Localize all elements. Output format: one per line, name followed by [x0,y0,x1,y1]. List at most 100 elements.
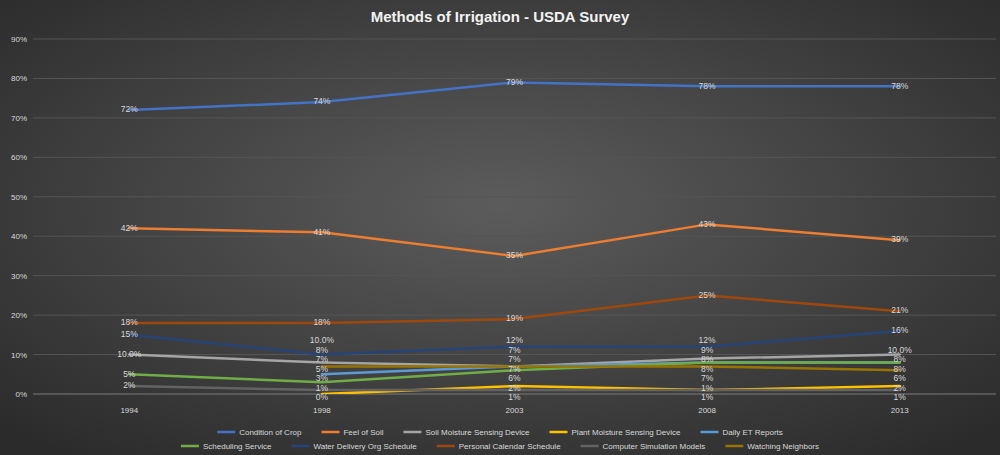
data-label: 21% [891,305,908,315]
legend-swatch [291,445,309,448]
legend-item: Plant Moisture Sensing Device [550,428,681,437]
data-label: 18% [121,317,138,327]
legend-swatch [321,431,339,434]
data-label: 6% [508,373,521,383]
x-tick-label: 2008 [698,406,716,415]
data-label: 25% [699,290,716,300]
data-label: 5% [123,369,136,379]
y-tick-label: 50% [11,193,27,202]
data-label: 7% [508,364,521,374]
data-label: 41% [313,227,330,237]
legend-label: Scheduling Service [203,442,272,451]
legend-label: Watching Neighbors [747,442,819,451]
y-tick-label: 40% [11,232,27,241]
data-label: 1% [894,392,907,402]
grid [33,39,996,394]
data-label: 7% [508,345,521,355]
series-line [129,295,899,323]
y-tick-label: 20% [11,311,27,320]
background [0,0,1000,455]
data-label: 10.0% [310,335,335,345]
legend-label: Computer Simulation Models [603,442,706,451]
legend-item: Soil Moisture Sensing Device [403,428,530,437]
data-label: 9% [701,345,714,355]
data-label: 8% [894,354,907,364]
series-line [322,362,900,374]
grid-line [33,39,996,40]
grid-line [33,157,996,158]
data-label: 79% [506,77,523,87]
series-line [129,331,899,355]
legend-item: Computer Simulation Models [581,442,706,451]
data-label: 2% [123,380,136,390]
legend-label: Water Delivery Org Schedule [313,442,417,451]
y-tick-label: 70% [11,114,27,123]
legend-label: Daily ET Reports [722,428,782,437]
legend-swatch [700,431,718,434]
x-tick-label: 1994 [120,406,138,415]
x-tick-label: 2013 [891,406,909,415]
legend-swatch [550,431,568,434]
data-label: 42% [121,223,138,233]
data-label: 8% [894,364,907,374]
y-tick-label: 30% [11,272,27,281]
data-label: 1% [508,392,521,402]
legend-label: Condition of Crop [239,428,302,437]
chart: Methods of Irrigation - USDA Survey0%10%… [0,0,1000,455]
data-label: 74% [313,96,330,106]
legend-label: Soil Moisture Sensing Device [425,428,530,437]
legend-item: Watching Neighbors [725,442,819,451]
data-label: 39% [891,234,908,244]
data-label: 12% [699,335,716,345]
data-label: 72% [121,104,138,114]
data-label: 8% [701,354,714,364]
legend-swatch [437,445,455,448]
y-tick-label: 90% [11,35,27,44]
legend-item: Condition of Crop [217,428,302,437]
data-label: 7% [316,354,329,364]
data-label: 18% [313,317,330,327]
legend-swatch [217,431,235,434]
data-label: 16% [891,325,908,335]
data-labels: 72%42%18%15%10.0%5%2%74%41%18%10.0%8%7%5… [117,77,912,403]
legend-item: Water Delivery Org Schedule [291,442,417,451]
legend-label: Plant Moisture Sensing Device [572,428,681,437]
legend-swatch [181,445,199,448]
data-label: 6% [894,373,907,383]
data-label: 35% [506,250,523,260]
legend: Condition of Crop Feel of Soil Soil Moistu… [181,428,819,451]
legend-item: Scheduling Service [181,442,272,451]
data-label: 0% [316,392,329,402]
data-label: 78% [891,81,908,91]
data-label: 7% [701,373,714,383]
y-tick-label: 80% [11,74,27,83]
data-label: 7% [508,354,521,364]
data-label: 8% [316,345,329,355]
data-label: 78% [699,81,716,91]
data-label: 3% [316,373,329,383]
title: Methods of Irrigation - USDA Survey [371,8,630,25]
data-label: 12% [506,335,523,345]
x-tick-label: 1998 [313,406,331,415]
grid-line [33,196,996,197]
data-label: 1% [701,383,714,393]
legend-item: Daily ET Reports [700,428,782,437]
legend-swatch [581,445,599,448]
y-tick-label: 60% [11,153,27,162]
data-label: 1% [316,383,329,393]
data-label: 43% [699,219,716,229]
legend-label: Feel of Soil [343,428,383,437]
data-label: 8% [701,364,714,374]
grid-line [33,117,996,118]
legend-item: Personal Calendar Schedule [437,442,561,451]
lines [129,82,899,394]
y-tick-label: 0% [15,390,27,399]
legend-item: Feel of Soil [321,428,383,437]
data-label: 10.0% [888,345,913,355]
legend-swatch [725,445,743,448]
data-label: 1% [701,392,714,402]
data-label: 19% [506,313,523,323]
series-line [322,366,900,370]
data-label: 10.0% [117,349,142,359]
grid-line [33,275,996,276]
